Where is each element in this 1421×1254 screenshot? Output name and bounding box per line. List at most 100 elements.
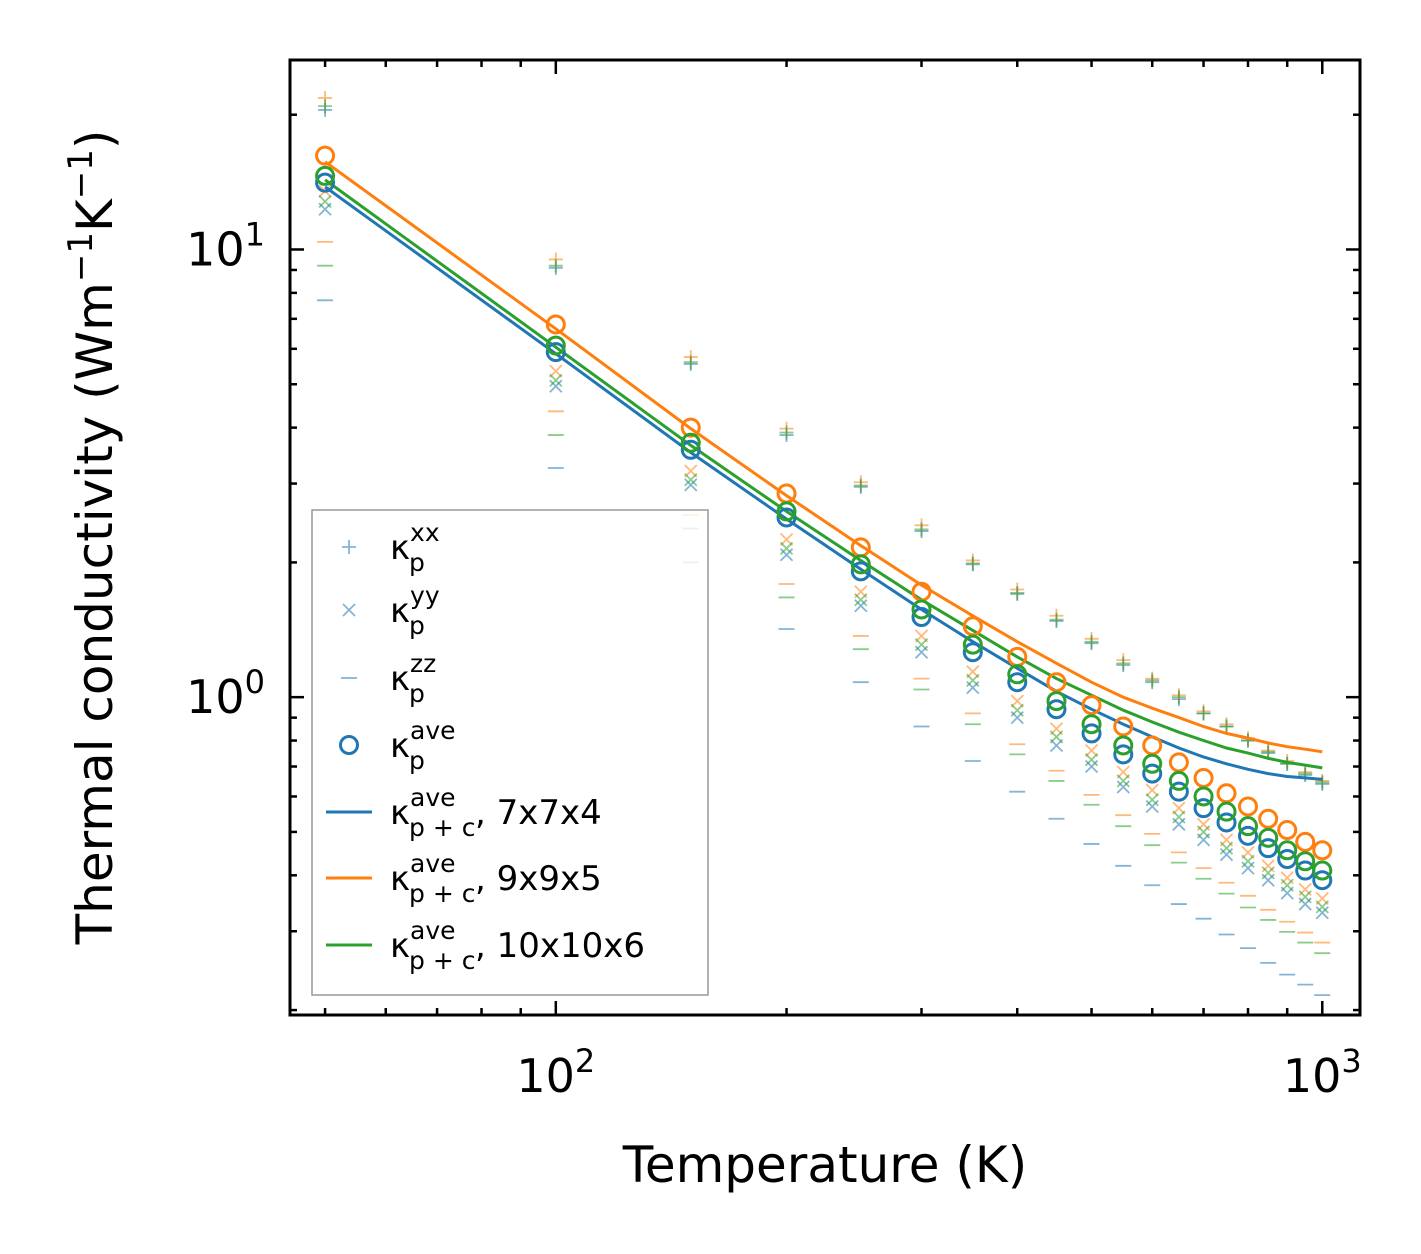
series-marker-10x10x6 [315, 165, 1333, 881]
data-point [1280, 878, 1294, 892]
data-point [1168, 752, 1189, 773]
series-marker-7x7x4 [317, 299, 1331, 997]
data-point [1261, 866, 1275, 880]
data-point [962, 642, 983, 663]
data-point [549, 379, 563, 393]
data-point [1258, 827, 1279, 848]
data-point [1046, 699, 1067, 720]
data-point [1113, 744, 1134, 765]
data-point [1010, 585, 1025, 600]
data-point [1113, 716, 1134, 737]
data-point [1142, 763, 1163, 784]
data-point [1295, 851, 1316, 872]
axis-ticks: 102 103 100 101 [186, 60, 1362, 1103]
data-point [1312, 840, 1333, 861]
data-point [680, 432, 701, 453]
legend-marker-swatch [339, 735, 359, 755]
data-point [684, 478, 698, 492]
data-point [1193, 798, 1214, 819]
data-point [1312, 870, 1333, 891]
legend-subscript: p + c [409, 813, 475, 842]
data-point [549, 364, 563, 378]
data-point [1171, 690, 1186, 705]
data-point [1113, 735, 1134, 756]
data-point [1116, 656, 1131, 671]
data-point [1258, 808, 1279, 829]
series-marker-10x10x6 [318, 99, 1330, 790]
data-point [1193, 786, 1214, 807]
data-point [1258, 838, 1279, 859]
data-point [1277, 819, 1298, 840]
legend-marker-swatch [342, 540, 356, 554]
data-point [548, 258, 563, 273]
y-tick-label: 101 [186, 215, 265, 276]
data-point [318, 99, 333, 114]
data-point [1145, 783, 1159, 797]
series-line [324, 185, 1323, 781]
legend-marker-swatch [342, 603, 356, 617]
data-point [1081, 695, 1102, 716]
legend-label: κave [390, 849, 456, 899]
data-point [1277, 840, 1298, 861]
data-point [914, 522, 929, 537]
data-point [854, 599, 868, 613]
legend-suffix: , 7x7x4 [475, 793, 602, 833]
data-point [1168, 781, 1189, 802]
data-point [965, 556, 980, 571]
data-point [680, 439, 701, 460]
data-point [1237, 825, 1258, 846]
data-point [1049, 730, 1064, 744]
y-tick-label: 100 [186, 663, 265, 724]
data-point [1007, 672, 1028, 693]
data-point [1315, 906, 1329, 920]
series-line-9x9x5 [324, 160, 1323, 754]
x-tick-label: 103 [1283, 1042, 1362, 1103]
data-point [315, 172, 336, 193]
data-point [1046, 672, 1067, 693]
legend-label: κave [390, 716, 456, 766]
series-line [324, 178, 1323, 770]
data-point [1046, 691, 1067, 712]
legend-subscript: p + c [409, 879, 475, 908]
data-point [776, 507, 797, 528]
legend-label: κave [390, 916, 456, 966]
legend-subscript: p [409, 746, 425, 775]
x-axis-label: Temperature (K) [622, 1136, 1027, 1194]
data-point [1216, 801, 1237, 822]
legend-label: κxx [390, 518, 440, 568]
data-point [1196, 825, 1211, 839]
data-point [1295, 831, 1316, 852]
series-line-7x7x4 [324, 185, 1323, 781]
data-point [914, 638, 929, 652]
data-point [315, 165, 336, 186]
data-point [1261, 744, 1276, 759]
legend-subscript: p [409, 611, 425, 640]
data-point [318, 194, 332, 209]
data-point [966, 673, 980, 688]
data-point [1116, 780, 1130, 794]
legend-label: κave [390, 783, 456, 833]
y-axis-label: Thermal conductivity (Wm−1K−1) [61, 130, 124, 946]
data-point [1084, 753, 1099, 767]
data-point [962, 634, 983, 655]
data-point [1219, 719, 1234, 734]
data-point [1168, 770, 1189, 791]
data-point [850, 561, 871, 582]
data-point [1145, 799, 1159, 814]
data-point [1315, 900, 1329, 914]
legend-label: κzz [390, 649, 436, 699]
legend-subscript: p [409, 548, 425, 577]
data-point [853, 478, 868, 493]
data-point [779, 541, 794, 555]
data-point [545, 342, 566, 363]
data-point [1237, 796, 1258, 817]
data-point [1216, 812, 1237, 833]
x-tick-label: 102 [516, 1042, 595, 1103]
data-point [683, 355, 698, 370]
